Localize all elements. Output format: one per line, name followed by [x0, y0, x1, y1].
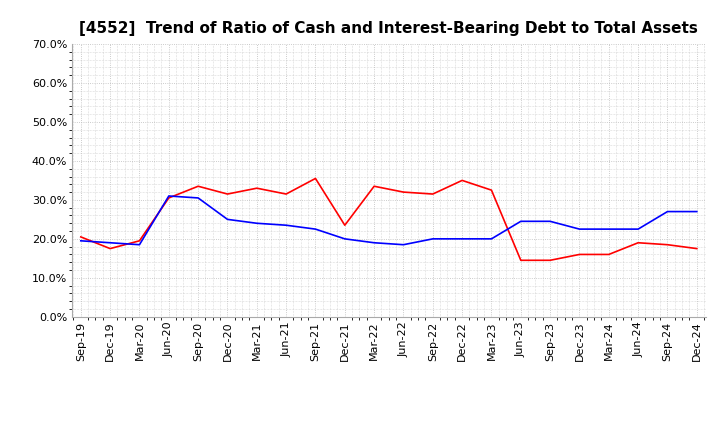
Cash: [106, 246, 114, 251]
Interest-Bearing Debt: [458, 236, 467, 242]
Cash: [282, 191, 290, 197]
Interest-Bearing Debt: [663, 209, 672, 214]
Cash: [164, 195, 173, 201]
Cash: [370, 183, 379, 189]
Cash: [135, 238, 144, 243]
Cash: [663, 242, 672, 247]
Interest-Bearing Debt: [399, 242, 408, 247]
Interest-Bearing Debt: [428, 236, 437, 242]
Cash: [458, 178, 467, 183]
Cash: [428, 191, 437, 197]
Interest-Bearing Debt: [164, 193, 173, 198]
Cash: [487, 187, 496, 193]
Interest-Bearing Debt: [194, 195, 202, 201]
Title: [4552]  Trend of Ratio of Cash and Interest-Bearing Debt to Total Assets: [4552] Trend of Ratio of Cash and Intere…: [79, 21, 698, 36]
Cash: [194, 183, 202, 189]
Interest-Bearing Debt: [634, 227, 642, 232]
Interest-Bearing Debt: [516, 219, 525, 224]
Cash: [76, 234, 85, 239]
Cash: [693, 246, 701, 251]
Interest-Bearing Debt: [106, 240, 114, 246]
Interest-Bearing Debt: [605, 227, 613, 232]
Cash: [341, 223, 349, 228]
Interest-Bearing Debt: [135, 242, 144, 247]
Interest-Bearing Debt: [370, 240, 379, 246]
Cash: [223, 191, 232, 197]
Cash: [399, 190, 408, 195]
Cash: [605, 252, 613, 257]
Cash: [516, 258, 525, 263]
Cash: [253, 186, 261, 191]
Interest-Bearing Debt: [693, 209, 701, 214]
Interest-Bearing Debt: [76, 238, 85, 243]
Interest-Bearing Debt: [253, 220, 261, 226]
Interest-Bearing Debt: [546, 219, 554, 224]
Line: Cash: Cash: [81, 179, 697, 260]
Interest-Bearing Debt: [223, 217, 232, 222]
Interest-Bearing Debt: [282, 223, 290, 228]
Cash: [311, 176, 320, 181]
Interest-Bearing Debt: [575, 227, 584, 232]
Interest-Bearing Debt: [487, 236, 496, 242]
Line: Interest-Bearing Debt: Interest-Bearing Debt: [81, 196, 697, 245]
Cash: [575, 252, 584, 257]
Cash: [546, 258, 554, 263]
Cash: [634, 240, 642, 246]
Interest-Bearing Debt: [341, 236, 349, 242]
Interest-Bearing Debt: [311, 227, 320, 232]
